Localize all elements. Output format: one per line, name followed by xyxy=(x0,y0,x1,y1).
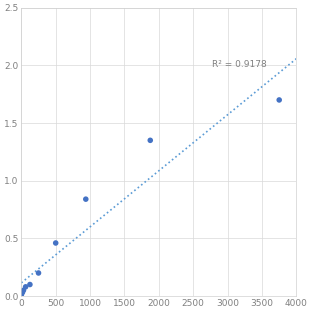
Text: R² = 0.9178: R² = 0.9178 xyxy=(212,60,267,69)
Point xyxy=(53,241,58,246)
Point xyxy=(20,290,25,295)
Point xyxy=(21,288,26,293)
Point xyxy=(277,97,282,102)
Point xyxy=(36,271,41,275)
Point xyxy=(19,294,24,299)
Point xyxy=(27,282,32,287)
Point xyxy=(148,138,153,143)
Point xyxy=(83,197,88,202)
Point xyxy=(23,284,28,289)
